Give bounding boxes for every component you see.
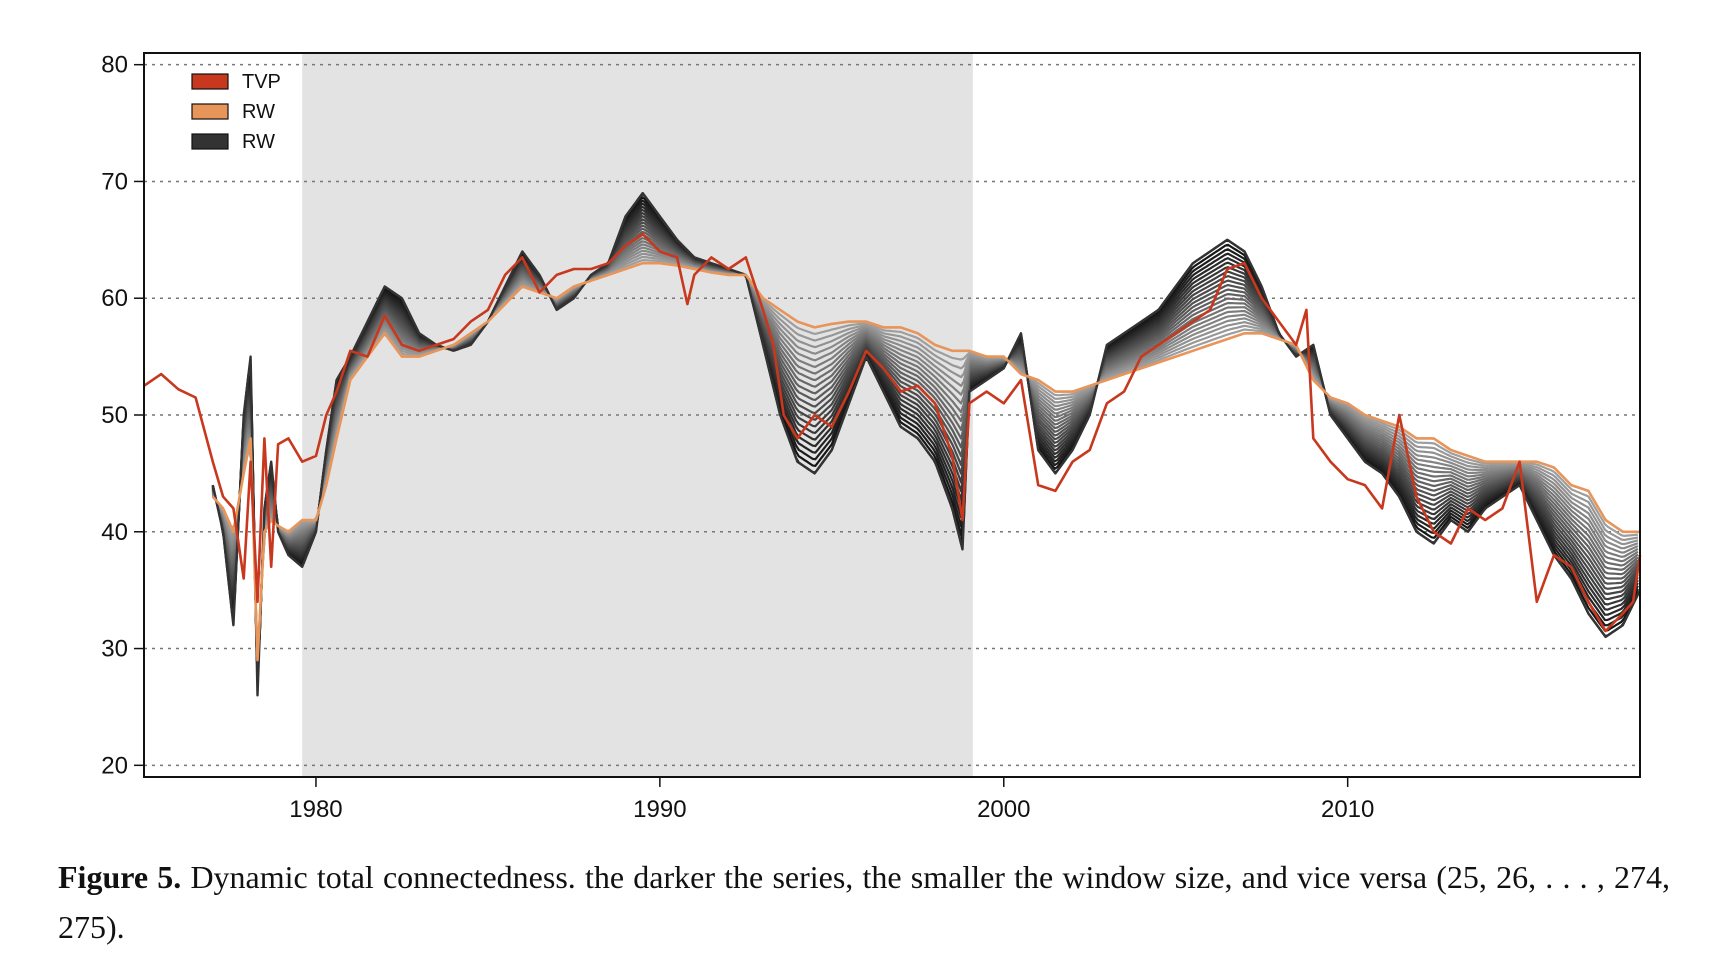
legend-swatch-1	[191, 103, 229, 120]
legend: TVP RW RW	[191, 71, 281, 153]
figure-caption-label: Figure 5.	[58, 859, 182, 895]
plot-frame	[143, 52, 1641, 778]
series-line-1	[211, 261, 1640, 662]
legend-label-2: RW	[242, 131, 275, 153]
y-tick-label-80: 80	[101, 52, 128, 79]
x-tick-label-2010: 2010	[1321, 796, 1374, 823]
y-tick-label-20: 20	[101, 752, 128, 779]
y-tick-label-30: 30	[101, 636, 128, 663]
series-line-0	[143, 232, 1642, 633]
y-tick-label-50: 50	[101, 402, 128, 429]
y-tick-label-60: 60	[101, 285, 128, 312]
figure-caption: Figure 5. Dynamic total connectedness. t…	[58, 852, 1670, 952]
total-connectedness-chart: 20 30 40 50 60 70 80 1980 1990 2000 2010 TVP RW RW	[101, 52, 1642, 823]
figure-caption-text: Dynamic total connectedness. the darker …	[58, 859, 1671, 945]
legend-label-0: TVP	[242, 71, 281, 93]
x-tick-label-2000: 2000	[977, 796, 1030, 823]
axis-layer: 20 30 40 50 60 70 80 1980 1990 2000 2010	[101, 52, 1641, 823]
y-tick-label-70: 70	[101, 168, 128, 195]
shaded-period-layer	[302, 53, 973, 777]
legend-swatch-0	[191, 73, 229, 90]
x-tick-label-1980: 1980	[289, 796, 342, 823]
x-tick-label-1990: 1990	[633, 796, 686, 823]
shaded-period	[302, 53, 973, 777]
legend-label-1: RW	[242, 101, 275, 123]
y-tick-label-40: 40	[101, 519, 128, 546]
series-line-2	[211, 191, 1642, 697]
series-line-layer	[143, 191, 1642, 697]
legend-swatch-2	[191, 133, 229, 150]
